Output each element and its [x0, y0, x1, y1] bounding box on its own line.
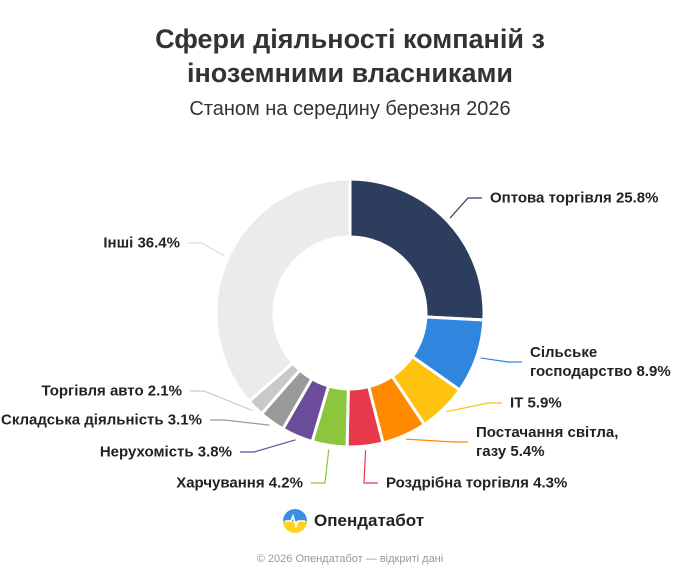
data-label: Роздрібна торгівля 4.3% [386, 474, 567, 493]
brand: Опендатабот [282, 508, 424, 534]
label-value: 4.2% [268, 474, 303, 492]
label-value: 2.1% [147, 382, 182, 400]
footer: © 2026 Опендатабот — відкриті дані [256, 553, 444, 565]
brand-logo [283, 509, 307, 533]
data-label: Торгівля авто 2.1% [42, 382, 182, 401]
label-category: Харчування [176, 474, 265, 492]
label-category: Сільське господарство [530, 344, 633, 380]
data-label: Оптова торгівля 25.8% [490, 189, 658, 208]
data-label: Харчування 4.2% [176, 474, 303, 493]
leader-line [210, 419, 270, 426]
chart-title: Сфери діяльності компаній з іноземними в… [155, 24, 545, 88]
label-category: Оптова торгівля [490, 189, 612, 207]
leader-line [446, 402, 502, 413]
label-category: Інші [103, 234, 134, 252]
label-category: Складська діяльність [0, 411, 164, 429]
label-category: Роздрібна торгівля [386, 474, 529, 492]
donut-slice [348, 177, 486, 322]
brand-name: Опендатабот [314, 511, 425, 530]
label-value: 5.9% [527, 394, 562, 412]
label-value: 36.4% [137, 234, 180, 252]
leader-line [406, 438, 468, 443]
data-label: Складська діяльність 3.1% [1, 411, 202, 430]
leader-line [190, 390, 253, 412]
data-label: IT 5.9% [510, 394, 562, 413]
label-category: Торгівля авто [41, 382, 144, 400]
label-category: Постачання світла, газу [476, 424, 619, 460]
label-value: 3.8% [197, 443, 232, 461]
label-value: 5.4% [510, 443, 545, 460]
chart-subtitle: Станом на середину березня 2026 [189, 98, 511, 120]
leader-line [311, 449, 330, 484]
label-value: 8.9% [636, 363, 671, 380]
label-value: 3.1% [167, 411, 202, 429]
leader-line [480, 357, 522, 363]
data-label: Сільське господарство 8.9% [530, 343, 690, 381]
label-category: Нерухомість [99, 443, 194, 461]
data-label: Постачання світла, газу 5.4% [476, 423, 646, 461]
leader-line [363, 450, 378, 484]
leader-line [449, 197, 482, 219]
leader-line [240, 439, 296, 453]
data-label: Нерухомість 3.8% [100, 443, 232, 462]
label-category: IT [510, 394, 524, 412]
label-value: 25.8% [615, 189, 659, 207]
leader-line [188, 242, 225, 257]
data-label: Інші 36.4% [103, 234, 180, 253]
donut-slice [214, 177, 352, 404]
label-value: 4.3% [533, 474, 568, 492]
